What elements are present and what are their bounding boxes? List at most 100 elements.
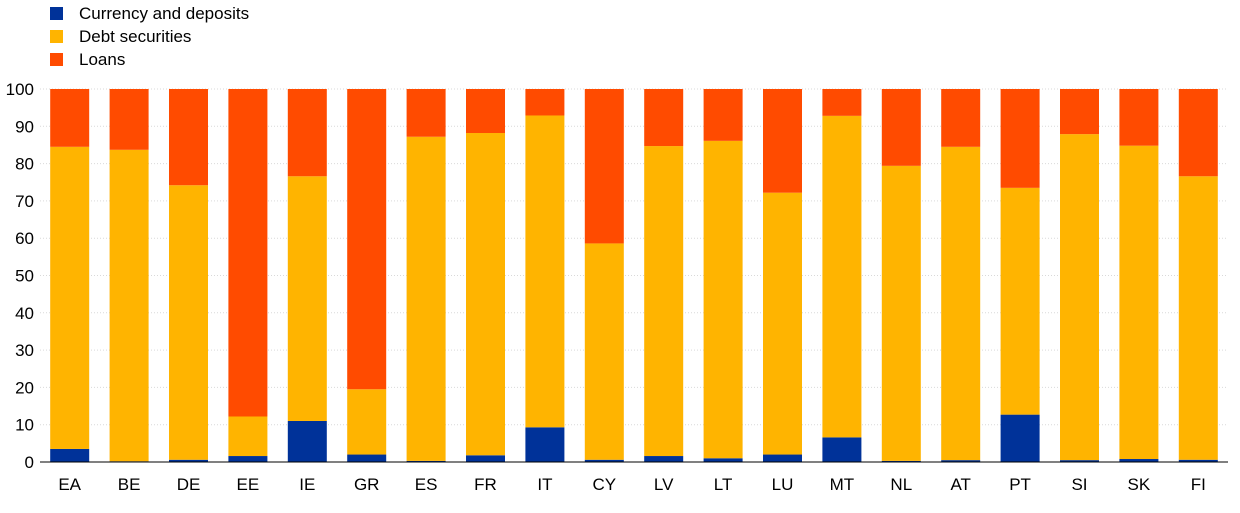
y-tick-label: 100 [6, 80, 34, 99]
bar-segment-currency-and-deposits [228, 456, 268, 462]
bar-segment-debt-securities [1060, 134, 1099, 461]
bar-segment-debt-securities [881, 165, 921, 461]
x-tick-label: FI [1191, 475, 1206, 494]
bar-segment-loans [525, 89, 565, 116]
bar-segment-debt-securities [703, 140, 743, 459]
y-tick-label: 60 [15, 229, 34, 248]
bar-segment-debt-securities [287, 176, 327, 421]
bar-segment-loans [881, 89, 921, 166]
y-tick-label: 40 [15, 304, 34, 323]
x-tick-label: BE [118, 475, 141, 494]
bar-segment-debt-securities [1178, 176, 1218, 460]
x-tick-label: LV [654, 475, 674, 494]
bar-segment-debt-securities [228, 416, 268, 457]
x-tick-label: SI [1071, 475, 1087, 494]
legend-item-currency-and-deposits: Currency and deposits [50, 2, 249, 25]
bar-segment-debt-securities [763, 192, 802, 455]
bar-segment-currency-and-deposits [941, 460, 981, 462]
legend-item-debt-securities: Debt securities [50, 25, 249, 48]
y-tick-label: 50 [15, 267, 34, 286]
x-tick-label: DE [177, 475, 201, 494]
bar-segment-loans [287, 89, 327, 177]
x-tick-label: NL [890, 475, 912, 494]
legend-swatch-loans [50, 53, 63, 66]
bar-segment-loans [169, 89, 208, 186]
y-tick-label: 0 [25, 453, 34, 472]
y-tick-label: 70 [15, 192, 34, 211]
x-tick-label: ES [415, 475, 438, 494]
bar-segment-debt-securities [941, 146, 981, 461]
x-tick-label: IT [537, 475, 552, 494]
bar-segment-loans [763, 89, 802, 193]
x-tick-label: PT [1009, 475, 1031, 494]
bar-segment-loans [466, 89, 505, 134]
bar-segment-currency-and-deposits [1178, 459, 1218, 462]
bar-segment-loans [1178, 89, 1218, 177]
legend-label: Debt securities [79, 26, 192, 46]
legend-swatch-currency-and-deposits [50, 7, 63, 20]
bar-segment-currency-and-deposits [347, 454, 387, 462]
bar-segment-currency-and-deposits [1000, 414, 1040, 462]
x-tick-label: SK [1128, 475, 1151, 494]
legend-label: Currency and deposits [79, 3, 250, 23]
bar-segment-loans [406, 89, 446, 137]
bar-segment-debt-securities [466, 133, 505, 456]
bar-segment-debt-securities [1000, 187, 1040, 415]
legend-swatch-debt-securities [50, 30, 63, 43]
bar-segment-loans [1060, 89, 1099, 135]
x-tick-label: CY [592, 475, 616, 494]
bar-segment-loans [941, 89, 981, 147]
bar-segment-loans [1119, 89, 1159, 146]
bar-segment-debt-securities [525, 115, 565, 428]
bar-segment-debt-securities [644, 146, 684, 457]
bar-segment-loans [644, 89, 684, 147]
x-tick-label: GR [354, 475, 380, 494]
bar-segment-currency-and-deposits [763, 454, 802, 462]
bar-segment-currency-and-deposits [406, 460, 446, 462]
bar-segment-debt-securities [50, 146, 90, 449]
bar-segment-currency-and-deposits [703, 458, 743, 462]
bar-segment-currency-and-deposits [169, 459, 208, 462]
bar-segment-loans [50, 89, 90, 147]
bar-segment-currency-and-deposits [287, 420, 327, 462]
y-tick-label: 30 [15, 341, 34, 360]
bar-segment-loans [109, 89, 149, 150]
bar-segment-debt-securities [169, 185, 208, 460]
bar-segment-currency-and-deposits [50, 448, 90, 462]
bar-segment-currency-and-deposits [466, 455, 505, 462]
legend-label: Loans [79, 49, 126, 69]
bar-segment-loans [228, 89, 268, 417]
y-tick-label: 10 [15, 416, 34, 435]
x-tick-label: FR [474, 475, 497, 494]
bar-segment-currency-and-deposits [525, 427, 565, 462]
bar-segment-currency-and-deposits [584, 459, 624, 462]
x-tick-label: MT [830, 475, 855, 494]
bar-segment-currency-and-deposits [644, 456, 684, 462]
bar-segment-loans [584, 89, 624, 244]
x-tick-label: EA [58, 475, 81, 494]
bar-segment-loans [347, 89, 387, 390]
x-tick-label: LU [772, 475, 794, 494]
chart-legend: Currency and deposits Debt securities Lo… [50, 2, 249, 71]
bar-segment-currency-and-deposits [1060, 460, 1099, 462]
y-tick-label: 90 [15, 117, 34, 136]
bar-segment-debt-securities [584, 243, 624, 460]
y-tick-label: 80 [15, 155, 34, 174]
x-tick-label: EE [237, 475, 260, 494]
bar-segment-debt-securities [406, 136, 446, 461]
bar-segment-currency-and-deposits [1119, 459, 1159, 462]
bar-segment-loans [1000, 89, 1040, 188]
legend-item-loans: Loans [50, 48, 249, 71]
bar-segment-currency-and-deposits [822, 437, 862, 462]
x-tick-label: IE [299, 475, 315, 494]
x-tick-label: AT [950, 475, 970, 494]
x-tick-label: LT [714, 475, 733, 494]
bar-segment-debt-securities [347, 389, 387, 455]
bar-segment-debt-securities [109, 149, 149, 462]
bar-segment-debt-securities [822, 115, 862, 438]
bar-segment-loans [703, 89, 743, 141]
bar-segment-loans [822, 89, 862, 116]
bar-segment-debt-securities [1119, 145, 1159, 460]
bar-segment-currency-and-deposits [881, 460, 921, 462]
